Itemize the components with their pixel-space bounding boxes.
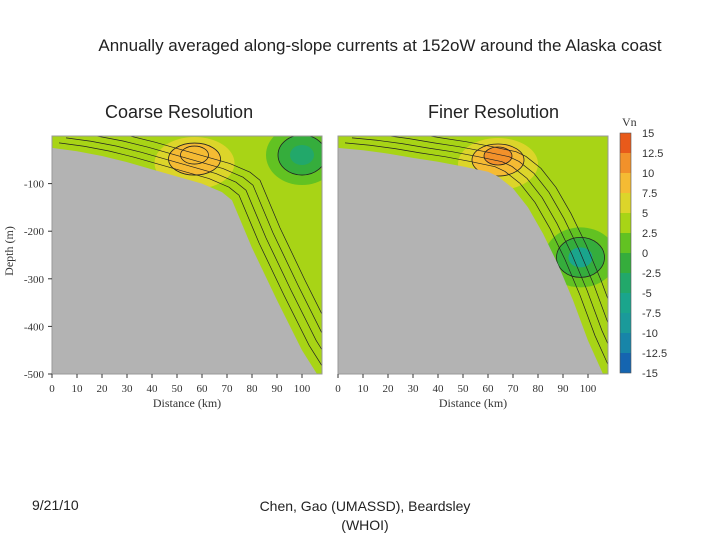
x-tick-label: 70 bbox=[222, 383, 234, 395]
x-tick-label: 10 bbox=[358, 383, 370, 395]
bathymetry bbox=[52, 147, 317, 374]
plot-1: 0 10 20 30 40 50 60 70 80 90 100 Distance (km) bbox=[335, 135, 609, 410]
x-tick-label: 50 bbox=[458, 383, 470, 395]
colorbar-swatch bbox=[620, 333, 631, 353]
bathymetry bbox=[338, 147, 603, 374]
colorbar-tick-label: 12.5 bbox=[642, 148, 663, 160]
y-tick-label: -100 bbox=[24, 179, 45, 191]
colorbar-swatch bbox=[620, 193, 631, 213]
x-tick-label: 0 bbox=[335, 383, 341, 395]
slope-contour bbox=[93, 136, 322, 334]
x-tick-label: 0 bbox=[49, 383, 55, 395]
colorbar-swatch bbox=[620, 273, 631, 293]
x-tick-label: 70 bbox=[508, 383, 520, 395]
contour-line bbox=[168, 142, 221, 176]
y-tick-label: -400 bbox=[24, 321, 45, 333]
x-tick-label: 40 bbox=[433, 383, 445, 395]
x-tick-label: 80 bbox=[247, 383, 259, 395]
contour-line bbox=[556, 236, 605, 278]
colorbar-swatch bbox=[620, 133, 631, 153]
x-tick-label: 100 bbox=[294, 383, 311, 395]
colorbar-frame bbox=[619, 132, 632, 374]
colorbar-tick-label: -12.5 bbox=[642, 348, 667, 360]
contour-line bbox=[277, 136, 322, 176]
colorbar-tick-label: 5 bbox=[642, 208, 648, 220]
colorbar-tick-label: -15 bbox=[642, 368, 658, 380]
colorbar-tick-label: 7.5 bbox=[642, 188, 657, 200]
colorbar-tick-label: -7.5 bbox=[642, 308, 661, 320]
colorbar-tick-label: -2.5 bbox=[642, 268, 661, 280]
x-tick-label: 80 bbox=[533, 383, 545, 395]
contour-core bbox=[180, 146, 209, 165]
x-tick-label: 90 bbox=[558, 383, 570, 395]
colorbar-tick-label: 0 bbox=[642, 248, 648, 260]
colorbar-swatch bbox=[620, 253, 631, 273]
slope-contour bbox=[65, 137, 322, 351]
panel-title-coarse: Coarse Resolution bbox=[105, 102, 254, 122]
plot-frame bbox=[337, 135, 609, 375]
slide-title: Annually averaged along-slope currents a… bbox=[98, 36, 662, 55]
slope-contour bbox=[427, 136, 608, 301]
contour-line bbox=[483, 146, 513, 166]
slope-contour bbox=[128, 136, 322, 315]
plot-0: 0 10 20 30 40 50 60 70 80 90 100 Distance (km) -100 -… bbox=[2, 135, 323, 410]
x-tick-label: 50 bbox=[172, 383, 184, 395]
x-tick-label: 90 bbox=[272, 383, 284, 395]
contour-core bbox=[568, 247, 593, 268]
colorbar-tick-label: -10 bbox=[642, 328, 658, 340]
contour-core bbox=[290, 145, 314, 166]
colorbar-label: Vn bbox=[622, 115, 637, 129]
contour-core bbox=[484, 146, 512, 165]
colorbar-swatch bbox=[620, 313, 631, 333]
colorbar-tick-label: 2.5 bbox=[642, 228, 657, 240]
x-tick-label: 20 bbox=[383, 383, 395, 395]
x-tick-label: 60 bbox=[483, 383, 495, 395]
contour-line bbox=[471, 143, 525, 177]
y-tick-label: -200 bbox=[24, 226, 45, 238]
colorbar-swatch bbox=[620, 173, 631, 193]
x-axis-label: Distance (km) bbox=[153, 396, 221, 410]
colorbar-tick-label: 15 bbox=[642, 128, 654, 140]
x-tick-label: 20 bbox=[97, 383, 109, 395]
x-tick-label: 30 bbox=[122, 383, 134, 395]
x-tick-label: 100 bbox=[580, 383, 597, 395]
colorbar-tick-label: -5 bbox=[642, 288, 652, 300]
x-axis-label: Distance (km) bbox=[439, 396, 507, 410]
slope-contour bbox=[386, 136, 608, 324]
y-tick-label: -500 bbox=[24, 369, 45, 381]
x-tick-label: 10 bbox=[72, 383, 84, 395]
slope-contour bbox=[351, 137, 608, 345]
y-tick-label: -300 bbox=[24, 274, 45, 286]
colorbar-tick-label: 10 bbox=[642, 168, 654, 180]
footer-date: 9/21/10 bbox=[32, 497, 79, 513]
x-tick-label: 40 bbox=[147, 383, 159, 395]
x-tick-label: 30 bbox=[408, 383, 420, 395]
plot-area-1 bbox=[338, 136, 608, 374]
plot-frame bbox=[51, 135, 323, 375]
colorbar-swatch bbox=[620, 213, 631, 233]
colorbar-swatch bbox=[620, 293, 631, 313]
slope-contour bbox=[344, 142, 608, 366]
plot-area-0 bbox=[52, 136, 322, 374]
slope-contour bbox=[58, 142, 322, 367]
y-axis-label: Depth (m) bbox=[2, 226, 16, 276]
colorbar-swatch bbox=[620, 233, 631, 253]
colorbar-swatch bbox=[620, 153, 631, 173]
colorbar: 15 12.5 10 7.5 5 2.5 0 -2.5 -5 -7.5 -10 -12.5 -15 Vn bbox=[619, 115, 667, 380]
footer-credit: Chen, Gao (UMASSD), Beardsley (WHOI) bbox=[259, 498, 471, 533]
panel-title-fine: Finer Resolution bbox=[428, 102, 560, 122]
colorbar-swatch bbox=[620, 353, 631, 373]
x-tick-label: 60 bbox=[197, 383, 209, 395]
contour-line bbox=[180, 145, 209, 165]
